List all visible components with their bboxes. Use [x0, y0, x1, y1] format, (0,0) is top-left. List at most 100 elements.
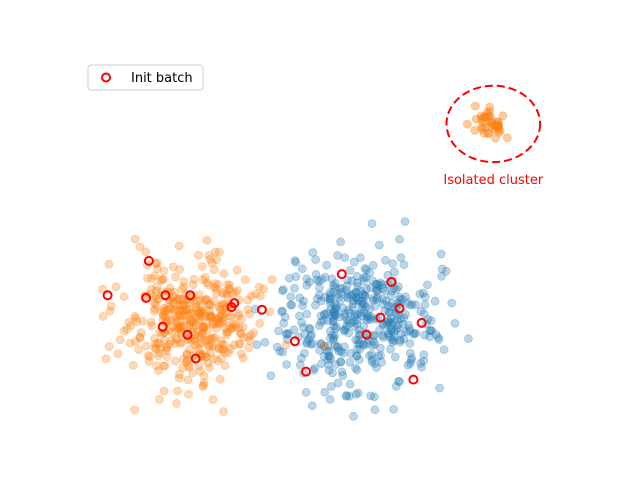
- scatter-point: [200, 322, 210, 332]
- scatter-point: [348, 296, 358, 306]
- scatter-point: [174, 241, 184, 251]
- scatter-point: [147, 321, 157, 331]
- scatter-point: [182, 357, 191, 367]
- scatter-point: [361, 291, 370, 301]
- scatter-point: [98, 312, 108, 321]
- init-batch-point: [160, 290, 171, 301]
- scatter-point: [244, 343, 254, 353]
- scatter-point: [358, 299, 368, 309]
- scatter-point: [206, 348, 216, 358]
- scatter-point: [207, 313, 217, 323]
- scatter-point: [333, 378, 343, 388]
- scatter-point: [403, 298, 413, 308]
- scatter-point: [192, 305, 202, 315]
- scatter-point: [407, 353, 417, 363]
- scatter-point: [358, 290, 368, 300]
- scatter-point: [158, 315, 168, 325]
- scatter-point: [277, 286, 287, 296]
- scatter-point: [312, 294, 322, 304]
- scatter-point: [401, 310, 410, 319]
- scatter-point: [476, 111, 486, 121]
- scatter-point: [249, 328, 259, 338]
- scatter-point: [132, 317, 142, 327]
- scatter-point: [228, 289, 237, 299]
- scatter-point: [425, 332, 435, 342]
- scatter-point: [173, 322, 183, 332]
- scatter-point: [329, 307, 339, 317]
- scatter-point: [337, 367, 347, 377]
- scatter-point: [485, 102, 495, 112]
- scatter-point: [177, 284, 187, 294]
- scatter-point: [343, 293, 353, 303]
- scatter-point: [348, 299, 358, 309]
- scatter-point: [188, 309, 198, 319]
- scatter-point: [417, 362, 426, 372]
- scatter-point: [174, 369, 184, 379]
- scatter-point: [302, 280, 312, 290]
- init-batch-point: [157, 321, 168, 332]
- scatter-point: [384, 307, 394, 317]
- scatter-point: [425, 326, 435, 336]
- scatter-point: [376, 350, 386, 360]
- scatter-point: [481, 122, 491, 132]
- scatter-point: [238, 332, 248, 342]
- scatter-point: [387, 335, 397, 344]
- scatter-point: [301, 387, 311, 397]
- scatter-point: [298, 322, 308, 332]
- scatter-point: [319, 351, 329, 361]
- scatter-point: [371, 284, 381, 294]
- scatter-point: [278, 306, 288, 316]
- scatter-point: [344, 316, 354, 326]
- scatter-point: [202, 295, 211, 304]
- scatter-point: [154, 366, 163, 376]
- scatter-point: [178, 300, 188, 310]
- scatter-point: [104, 342, 114, 351]
- scatter-point: [384, 316, 394, 326]
- scatter-point: [329, 335, 338, 345]
- scatter-point: [356, 286, 365, 296]
- scatter-point: [477, 124, 487, 134]
- scatter-point: [113, 349, 123, 359]
- scatter-point: [169, 298, 179, 308]
- scatter-point: [323, 316, 333, 326]
- scatter-point: [359, 307, 369, 317]
- scatter-point: [368, 341, 378, 351]
- scatter-point: [174, 310, 184, 320]
- scatter-point: [372, 363, 381, 372]
- scatter-point: [278, 347, 288, 357]
- scatter-point: [266, 371, 276, 381]
- scatter-point: [175, 264, 185, 274]
- scatter-point: [178, 311, 188, 320]
- scatter-point: [184, 389, 193, 399]
- scatter-point: [232, 265, 242, 275]
- scatter-point: [395, 377, 404, 386]
- scatter-point: [204, 299, 214, 309]
- scatter-point: [143, 351, 153, 360]
- scatter-point: [304, 277, 314, 287]
- scatter-point: [395, 337, 405, 347]
- scatter-point: [246, 291, 256, 301]
- scatter-point: [150, 304, 160, 314]
- scatter-point: [183, 375, 193, 385]
- scatter-point: [314, 276, 324, 286]
- scatter-point: [342, 281, 352, 291]
- scatter-point: [333, 251, 343, 260]
- scatter-point: [192, 296, 202, 306]
- scatter-point: [341, 285, 351, 295]
- scatter-point: [302, 274, 312, 284]
- scatter-point: [149, 298, 159, 308]
- scatter-point: [401, 327, 411, 337]
- scatter-point: [226, 311, 236, 321]
- scatter-point: [441, 266, 451, 276]
- scatter-point: [365, 351, 374, 361]
- scatter-point: [154, 394, 164, 404]
- scatter-point: [368, 355, 377, 365]
- scatter-point: [176, 304, 185, 314]
- scatter-point: [346, 318, 356, 328]
- scatter-point: [197, 306, 207, 316]
- scatter-point: [406, 355, 416, 365]
- scatter-point: [386, 326, 396, 335]
- annotation-layer: Isolated cluster: [443, 84, 544, 188]
- init-batch-point: [336, 269, 347, 280]
- scatter-point: [342, 316, 352, 325]
